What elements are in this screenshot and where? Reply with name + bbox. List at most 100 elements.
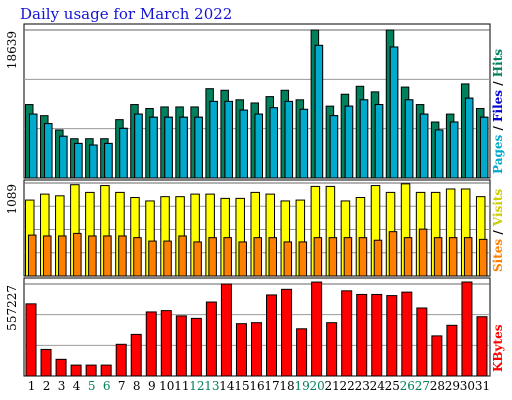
bar-sites-day-1 bbox=[28, 234, 37, 277]
bar-pages-day-31 bbox=[479, 116, 489, 179]
bar-pages-day-20 bbox=[314, 44, 324, 179]
x-tick-label-day-3: 3 bbox=[58, 379, 66, 393]
bar-sites-day-3 bbox=[58, 235, 67, 277]
panel-kbytes: 557227 KBytes bbox=[5, 277, 505, 377]
bar-kbytes-day-20 bbox=[311, 281, 323, 377]
bar-kbytes-day-3 bbox=[55, 358, 67, 377]
bar-kbytes-day-22 bbox=[341, 290, 353, 377]
bar-pages-day-13 bbox=[209, 100, 218, 179]
bar-pages-day-23 bbox=[359, 99, 369, 179]
legend-entry: Pages bbox=[491, 134, 505, 174]
bar-sites-day-4 bbox=[73, 232, 82, 277]
bar-pages-day-2 bbox=[44, 123, 53, 179]
bar-sites-day-14 bbox=[223, 237, 232, 277]
x-tick-label-day-11: 11 bbox=[174, 379, 189, 393]
x-tick-label-day-12: 12 bbox=[189, 379, 204, 393]
bar-kbytes-day-10 bbox=[160, 310, 172, 377]
x-tick-label-day-30: 30 bbox=[460, 379, 475, 393]
bar-sites-day-16 bbox=[253, 237, 262, 277]
bar-pages-day-26 bbox=[404, 99, 414, 179]
legend-entry: / bbox=[491, 77, 505, 90]
bar-kbytes-day-19 bbox=[296, 328, 308, 377]
x-tick-label-day-6: 6 bbox=[103, 379, 111, 393]
bar-sites-day-24 bbox=[373, 239, 383, 277]
x-tick-label-day-18: 18 bbox=[279, 379, 294, 393]
x-tick-label-day-24: 24 bbox=[370, 379, 386, 393]
bar-sites-day-25 bbox=[388, 231, 398, 277]
x-axis-day-labels: 1 2 3 4 5 6 7 8 9 10 11 12 13 14 15 16 17 18 19 20 21 22 23 24 2… bbox=[28, 379, 490, 393]
bar-pages-day-4 bbox=[74, 142, 83, 179]
bar-sites-day-2 bbox=[43, 235, 52, 277]
x-tick-label-day-23: 23 bbox=[355, 379, 370, 393]
legend-entry: / bbox=[491, 226, 505, 239]
bar-kbytes-day-12 bbox=[190, 317, 202, 377]
x-tick-label-day-9: 9 bbox=[148, 379, 156, 393]
legend-entry: Sites bbox=[491, 239, 505, 272]
bar-sites-day-5 bbox=[88, 235, 97, 277]
bar-sites-day-27 bbox=[418, 228, 428, 277]
x-tick-label-day-15: 15 bbox=[234, 379, 249, 393]
bar-pages-day-9 bbox=[149, 116, 158, 179]
bar-kbytes-day-13 bbox=[205, 301, 217, 377]
bar-kbytes-day-8 bbox=[130, 333, 142, 377]
bar-kbytes-day-28 bbox=[431, 335, 443, 377]
bar-sites-day-8 bbox=[133, 237, 142, 277]
bar-pages-day-17 bbox=[269, 107, 279, 179]
bar-pages-day-27 bbox=[419, 113, 429, 179]
bar-pages-day-21 bbox=[329, 115, 339, 179]
panel-max-label: 557227 bbox=[5, 285, 19, 331]
x-tick-label-day-2: 2 bbox=[43, 379, 51, 393]
bar-kbytes-day-18 bbox=[281, 288, 293, 377]
bar-pages-day-18 bbox=[284, 100, 294, 179]
x-tick-label-day-28: 28 bbox=[430, 379, 445, 393]
bar-pages-day-22 bbox=[344, 105, 354, 179]
bar-kbytes-day-7 bbox=[115, 343, 127, 377]
bar-sites-day-30 bbox=[463, 237, 473, 277]
x-tick-label-day-10: 10 bbox=[159, 379, 174, 393]
bar-kbytes-day-21 bbox=[326, 322, 338, 377]
bar-sites-day-11 bbox=[178, 235, 187, 277]
bar-pages-day-14 bbox=[224, 100, 233, 179]
bar-kbytes-day-14 bbox=[220, 283, 232, 377]
bar-kbytes-day-1 bbox=[25, 303, 37, 377]
bar-sites-day-20 bbox=[313, 237, 323, 277]
bar-pages-day-29 bbox=[449, 121, 459, 179]
bar-pages-day-3 bbox=[59, 135, 68, 179]
bar-pages-day-19 bbox=[299, 108, 309, 179]
panel-hits: 18639 Pages / Files / Hits bbox=[5, 23, 505, 179]
bar-pages-day-7 bbox=[119, 127, 128, 179]
bar-kbytes-day-17 bbox=[266, 294, 278, 377]
bar-kbytes-day-4 bbox=[70, 364, 82, 377]
panel-legend: KBytes bbox=[491, 324, 505, 372]
bar-sites-day-12 bbox=[193, 241, 202, 277]
panel-legend: Pages / Files / Hits bbox=[491, 49, 505, 174]
x-tick-label-day-17: 17 bbox=[264, 379, 279, 393]
x-tick-label-day-20: 20 bbox=[309, 379, 324, 393]
legend-entry: / bbox=[491, 122, 505, 135]
panel-visits: 1089 Sites / Visits bbox=[5, 179, 505, 277]
bar-pages-day-5 bbox=[89, 144, 98, 179]
bar-pages-day-30 bbox=[464, 97, 474, 179]
x-tick-label-day-26: 26 bbox=[400, 379, 415, 393]
panel-max-label: 18639 bbox=[5, 31, 19, 69]
bar-sites-day-9 bbox=[148, 240, 157, 277]
panel-max-label: 1089 bbox=[5, 184, 19, 215]
bar-kbytes-day-30 bbox=[461, 281, 473, 377]
bar-sites-day-28 bbox=[433, 237, 443, 277]
x-tick-label-day-22: 22 bbox=[340, 379, 355, 393]
bar-kbytes-day-9 bbox=[145, 311, 157, 377]
bar-pages-day-16 bbox=[254, 113, 263, 179]
bar-kbytes-day-15 bbox=[235, 323, 247, 377]
x-tick-label-day-16: 16 bbox=[249, 379, 264, 393]
bar-pages-day-15 bbox=[239, 109, 248, 179]
x-tick-label-day-31: 31 bbox=[475, 379, 490, 393]
x-tick-label-day-27: 27 bbox=[415, 379, 430, 393]
bar-kbytes-day-6 bbox=[100, 364, 112, 377]
x-tick-label-day-13: 13 bbox=[204, 379, 219, 393]
bar-kbytes-day-11 bbox=[175, 315, 187, 377]
bar-sites-day-22 bbox=[343, 237, 353, 277]
bar-sites-day-17 bbox=[268, 237, 278, 277]
legend-entry: Files bbox=[491, 90, 505, 122]
bar-pages-day-1 bbox=[29, 113, 38, 179]
